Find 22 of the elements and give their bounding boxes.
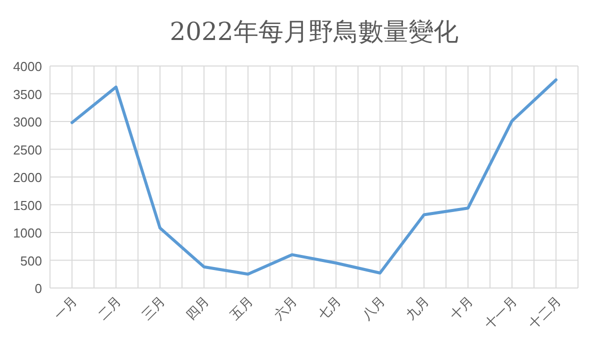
x-tick-label: 二月 [94, 294, 124, 323]
x-tick-label: 四月 [182, 294, 212, 323]
y-tick-label: 500 [20, 253, 42, 268]
y-tick-label: 2000 [13, 170, 42, 185]
x-tick-label: 九月 [402, 294, 432, 323]
x-tick-label: 三月 [138, 294, 168, 323]
x-tick-label: 八月 [358, 294, 388, 323]
y-tick-label: 3500 [13, 86, 42, 102]
y-tick-label: 2500 [13, 142, 42, 158]
y-tick-label: 4000 [13, 59, 42, 74]
x-tick-label: 一月 [50, 294, 80, 323]
x-tick-label: 十一月 [482, 294, 520, 332]
x-tick-label: 五月 [226, 294, 256, 323]
x-tick-label: 十二月 [526, 294, 564, 332]
x-tick-label: 十月 [446, 294, 476, 323]
y-tick-label: 1000 [13, 226, 42, 240]
y-tick-label: 0 [34, 281, 42, 296]
y-tick-label: 3000 [13, 114, 42, 130]
x-tick-label: 七月 [314, 294, 344, 323]
x-tick-label: 六月 [270, 294, 300, 323]
y-tick-label: 1500 [13, 198, 42, 213]
title: 2022年每月野鳥數量變化 [170, 17, 458, 46]
